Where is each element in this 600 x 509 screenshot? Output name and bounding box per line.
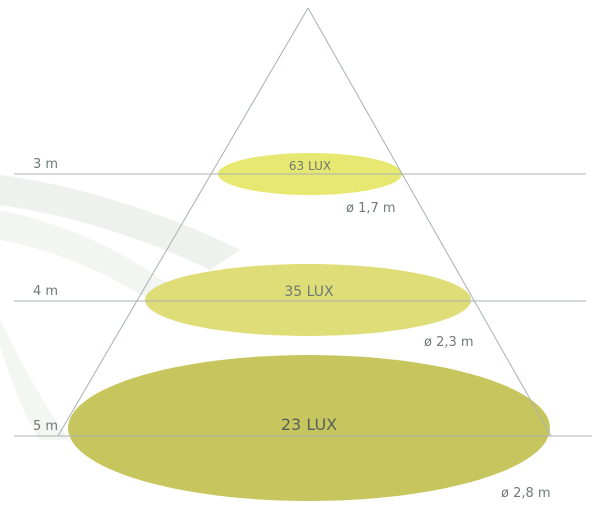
distance-label-3m: 3 m — [33, 157, 58, 172]
cone-right-edge — [307, 7, 552, 437]
light-pool-5m — [68, 355, 550, 501]
lux-label-5m: 23 LUX — [281, 415, 337, 434]
diameter-label-4m: ø 2,3 m — [424, 335, 474, 350]
diameter-label-3m: ø 1,7 m — [346, 201, 396, 216]
distance-label-5m: 5 m — [33, 419, 58, 434]
diameter-label-5m: ø 2,8 m — [501, 486, 551, 501]
light-pool-4m — [145, 264, 471, 336]
lux-label-4m: 35 LUX — [284, 284, 334, 300]
lux-label-3m: 63 LUX — [289, 159, 331, 173]
background-swoosh — [0, 175, 240, 440]
cone-left-edge — [57, 7, 309, 437]
distance-label-4m: 4 m — [33, 284, 58, 299]
